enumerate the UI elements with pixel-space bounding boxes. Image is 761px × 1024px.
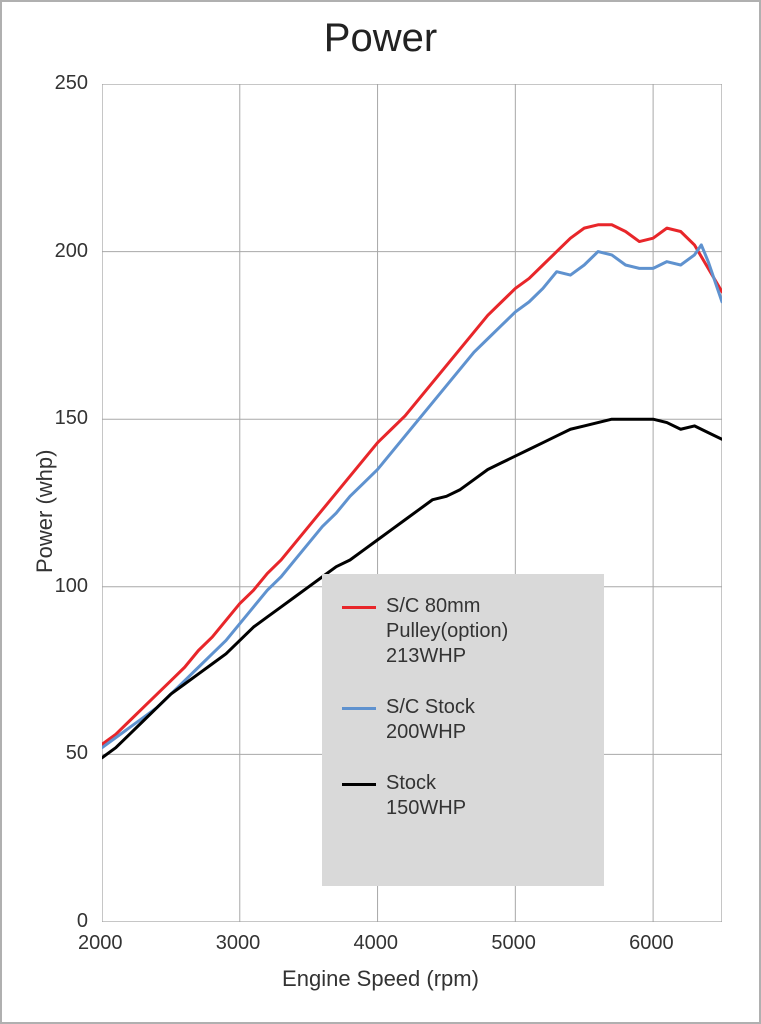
legend-label: S/C 80mm Pulley(option) 213WHP [386, 594, 508, 669]
legend-swatch [342, 783, 376, 786]
legend-swatch [342, 606, 376, 609]
y-tick-label: 200 [55, 240, 88, 263]
y-tick-label: 100 [55, 575, 88, 598]
x-axis-label: Engine Speed (rpm) [2, 966, 759, 992]
x-tick-label: 2000 [78, 932, 123, 955]
x-tick-label: 3000 [216, 932, 261, 955]
y-tick-label: 50 [66, 742, 88, 765]
legend-item: S/C 80mm Pulley(option) 213WHP [342, 594, 580, 669]
legend-swatch [342, 707, 376, 710]
chart-title: Power [2, 16, 759, 61]
legend-item: Stock 150WHP [342, 771, 580, 821]
y-tick-label: 250 [55, 72, 88, 95]
x-tick-label: 6000 [629, 932, 674, 955]
legend-label: Stock 150WHP [386, 771, 466, 821]
legend-item: S/C Stock 200WHP [342, 695, 580, 745]
x-tick-label: 5000 [491, 932, 536, 955]
chart-frame: Power Power (whp) Engine Speed (rpm) 200… [0, 0, 761, 1024]
chart-legend: S/C 80mm Pulley(option) 213WHP S/C Stock … [322, 574, 604, 886]
legend-label: S/C Stock 200WHP [386, 695, 475, 745]
y-tick-label: 150 [55, 407, 88, 430]
y-axis-label: Power (whp) [32, 450, 58, 573]
x-tick-label: 4000 [354, 932, 399, 955]
y-tick-label: 0 [77, 910, 88, 933]
